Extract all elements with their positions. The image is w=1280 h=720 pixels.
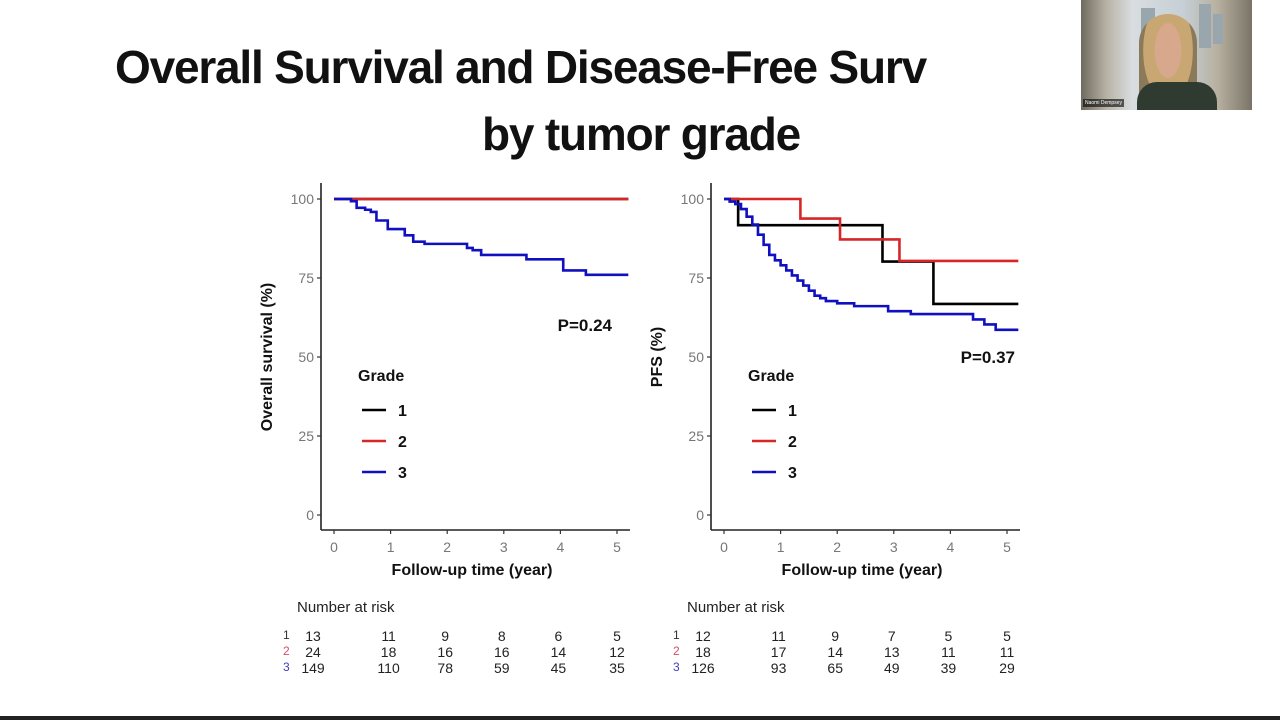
- legend-label: 1: [788, 403, 797, 420]
- risk-table-cell: 12: [695, 628, 711, 644]
- risk-table-cell: 14: [551, 644, 567, 660]
- risk-table-cell: 126: [691, 660, 715, 676]
- legend-label: 3: [788, 465, 797, 482]
- legend-label: 2: [788, 434, 797, 451]
- risk-table-cell: 39: [941, 660, 957, 676]
- risk-table-cell: 13: [305, 628, 321, 644]
- slide-title-line-2: by tumor grade: [481, 108, 801, 160]
- x-axis-label: Follow-up time (year): [392, 562, 553, 579]
- risk-row-label: 1: [283, 628, 290, 642]
- y-tick-label: 100: [291, 191, 315, 207]
- risk-row-label: 2: [673, 644, 680, 658]
- legend-label: 2: [398, 434, 407, 451]
- risk-row-label: 2: [283, 644, 290, 658]
- risk-table-cell: 11: [381, 628, 396, 644]
- risk-table-title: Number at risk: [297, 599, 395, 616]
- risk-table-cell: 149: [301, 660, 325, 676]
- y-tick-label: 50: [298, 349, 314, 365]
- risk-table-cell: 11: [1000, 644, 1015, 660]
- x-tick-label: 1: [387, 539, 395, 555]
- x-tick-label: 0: [720, 539, 728, 555]
- risk-table-cell: 7: [888, 628, 896, 644]
- x-tick-label: 3: [890, 539, 898, 555]
- risk-table-cell: 110: [377, 660, 400, 676]
- risk-table-cell: 17: [771, 644, 787, 660]
- risk-table-cell: 16: [437, 644, 453, 660]
- webcam-video-tile[interactable]: Naomi Dempsey: [1081, 0, 1252, 110]
- risk-table-cell: 18: [695, 644, 711, 660]
- screen-bottom-edge: [0, 716, 1280, 720]
- km-curve-grade-2: [724, 197, 1019, 263]
- x-tick-label: 2: [833, 539, 841, 555]
- risk-table-cell: 18: [381, 644, 397, 660]
- risk-table-cell: 5: [1003, 628, 1011, 644]
- y-tick-label: 50: [688, 349, 704, 365]
- risk-table-cell: 16: [494, 644, 510, 660]
- risk-table-cell: 65: [827, 660, 843, 676]
- risk-table-cell: 8: [498, 628, 506, 644]
- risk-table-cell: 11: [771, 628, 786, 644]
- risk-table-cell: 24: [305, 644, 321, 660]
- risk-table-cell: 59: [494, 660, 510, 676]
- risk-table-cell: 29: [999, 660, 1015, 676]
- risk-table-cell: 6: [555, 628, 563, 644]
- webcam-building: [1213, 14, 1223, 44]
- x-tick-label: 0: [330, 539, 338, 555]
- y-tick-label: 75: [298, 270, 314, 286]
- risk-table-cell: 5: [945, 628, 953, 644]
- legend-title: Grade: [748, 368, 794, 385]
- risk-table-cell: 49: [884, 660, 900, 676]
- x-axis-label: Follow-up time (year): [782, 562, 943, 579]
- risk-table-cell: 12: [609, 644, 625, 660]
- y-axis-label: Overall survival (%): [259, 283, 276, 432]
- y-tick-label: 75: [688, 270, 704, 286]
- risk-table-cell: 5: [613, 628, 621, 644]
- p-value-annotation: P=0.24: [558, 316, 613, 335]
- x-tick-label: 3: [500, 539, 508, 555]
- p-value-annotation: P=0.37: [961, 348, 1015, 367]
- legend-title: Grade: [358, 368, 404, 385]
- risk-table-cell: 13: [884, 644, 900, 660]
- risk-row-label: 1: [673, 628, 680, 642]
- y-axis-label: PFS (%): [649, 327, 666, 387]
- legend-label: 1: [398, 403, 407, 420]
- y-tick-label: 25: [298, 428, 314, 444]
- x-tick-label: 4: [947, 539, 955, 555]
- participant-shirt: [1137, 82, 1217, 110]
- participant-name-label: Naomi Dempsey: [1083, 99, 1124, 107]
- risk-table-cell: 9: [441, 628, 449, 644]
- risk-table-cell: 35: [609, 660, 625, 676]
- y-tick-label: 0: [306, 507, 314, 523]
- risk-table-cell: 11: [941, 644, 956, 660]
- slide-title-line-1: Overall Survival and Disease-Free Surv: [115, 41, 927, 93]
- risk-table-cell: 14: [827, 644, 843, 660]
- risk-row-label: 3: [283, 660, 290, 674]
- x-tick-label: 4: [557, 539, 565, 555]
- risk-table-title: Number at risk: [687, 599, 785, 616]
- risk-row-label: 3: [673, 660, 680, 674]
- x-tick-label: 2: [443, 539, 451, 555]
- risk-table-cell: 78: [437, 660, 453, 676]
- y-tick-label: 100: [681, 191, 705, 207]
- y-tick-label: 0: [696, 507, 704, 523]
- risk-table-cell: 45: [551, 660, 567, 676]
- x-tick-label: 5: [1003, 539, 1011, 555]
- km-curve-grade-3: [724, 197, 1019, 332]
- legend-label: 3: [398, 465, 407, 482]
- y-tick-label: 25: [688, 428, 704, 444]
- km-curve-grade-3: [334, 197, 629, 277]
- risk-table-cell: 93: [771, 660, 787, 676]
- x-tick-label: 1: [777, 539, 785, 555]
- risk-table-cell: 9: [831, 628, 839, 644]
- webcam-building: [1199, 4, 1211, 48]
- x-tick-label: 5: [613, 539, 621, 555]
